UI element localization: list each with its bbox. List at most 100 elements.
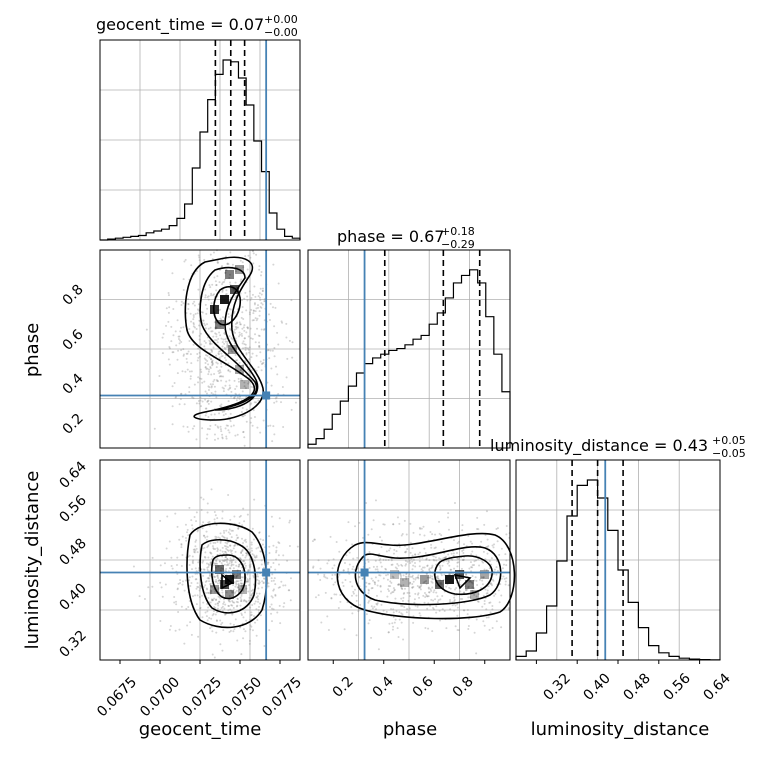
sample-point (232, 590, 235, 593)
sample-point (380, 546, 383, 549)
sample-point (207, 596, 210, 599)
sample-point (365, 613, 368, 616)
sample-point (249, 565, 252, 568)
sample-point (171, 423, 174, 426)
sample-point (247, 348, 250, 351)
sample-point (241, 406, 244, 409)
sample-point (188, 327, 191, 330)
sample-point (226, 344, 229, 347)
sample-point (225, 552, 228, 555)
sample-point (222, 338, 225, 341)
sample-point (195, 270, 198, 273)
sample-point (319, 567, 322, 570)
sample-point (425, 593, 428, 596)
sample-point (485, 569, 488, 572)
sample-point (263, 300, 266, 303)
sample-point (263, 566, 266, 569)
sample-point (241, 306, 244, 309)
sample-point (462, 559, 465, 562)
sample-point (246, 299, 249, 302)
sample-point (254, 333, 257, 336)
sample-point (185, 352, 188, 355)
sample-point (209, 342, 212, 345)
sample-point (430, 546, 433, 549)
sample-point (192, 548, 195, 551)
sample-point (247, 590, 250, 593)
sample-point (227, 604, 230, 607)
sample-point (221, 355, 224, 358)
sample-point (167, 358, 170, 361)
sample-point (232, 601, 235, 604)
sample-point (217, 588, 220, 591)
sample-point (220, 337, 223, 340)
sample-point (240, 598, 243, 601)
sample-point (456, 561, 459, 564)
sample-point (182, 302, 185, 305)
sample-point (453, 600, 456, 603)
sample-point (185, 357, 188, 360)
sample-point (261, 290, 264, 293)
sample-point (505, 559, 508, 562)
sample-point (206, 296, 209, 299)
sample-point (250, 541, 253, 544)
sample-point (223, 607, 226, 610)
sample-point (250, 589, 253, 592)
sample-point (411, 560, 414, 563)
sample-point (249, 628, 252, 631)
sample-point (187, 302, 190, 305)
sample-point (350, 594, 353, 597)
sample-point (243, 359, 246, 362)
sample-point (269, 565, 272, 568)
sample-point (286, 357, 289, 360)
sample-point (254, 556, 257, 559)
sample-point (234, 281, 237, 284)
sample-point (403, 519, 406, 522)
sample-point (191, 524, 194, 527)
sample-point (205, 615, 208, 618)
sample-point (222, 414, 225, 417)
sample-point (398, 522, 401, 525)
sample-point (483, 599, 486, 602)
sample-point (379, 585, 382, 588)
sample-point (379, 561, 382, 564)
sample-point (351, 543, 354, 546)
sample-point (500, 594, 503, 597)
sample-point (401, 578, 404, 581)
sample-point (392, 523, 395, 526)
sample-point (256, 619, 259, 622)
sample-point (219, 425, 222, 428)
sample-point (255, 547, 258, 550)
sample-point (434, 533, 437, 536)
sample-point (213, 378, 216, 381)
sample-point (201, 427, 204, 430)
sample-point (162, 332, 165, 335)
sample-point (175, 344, 178, 347)
sample-point (404, 575, 407, 578)
sample-point (239, 323, 242, 326)
sample-point (236, 586, 239, 589)
sample-point (406, 608, 409, 611)
sample-point (457, 557, 460, 560)
sample-point (220, 405, 223, 408)
sample-point (237, 377, 240, 380)
sample-point (268, 319, 271, 322)
sample-point (197, 356, 200, 359)
sample-point (249, 337, 252, 340)
sample-point (257, 567, 260, 570)
xtick-label: 0.8 (450, 674, 477, 701)
sample-point (228, 345, 231, 348)
sample-point (220, 379, 223, 382)
sample-point (487, 616, 490, 619)
sample-point (466, 609, 469, 612)
sample-point (285, 322, 288, 325)
sample-point (192, 302, 195, 305)
sample-point (216, 547, 219, 550)
sample-point (382, 577, 385, 580)
sample-point (232, 558, 235, 561)
sample-point (195, 402, 198, 405)
sample-point (382, 523, 385, 526)
sample-point (198, 259, 201, 262)
sample-point (463, 543, 466, 546)
sample-point (467, 624, 470, 627)
sample-point (199, 405, 202, 408)
